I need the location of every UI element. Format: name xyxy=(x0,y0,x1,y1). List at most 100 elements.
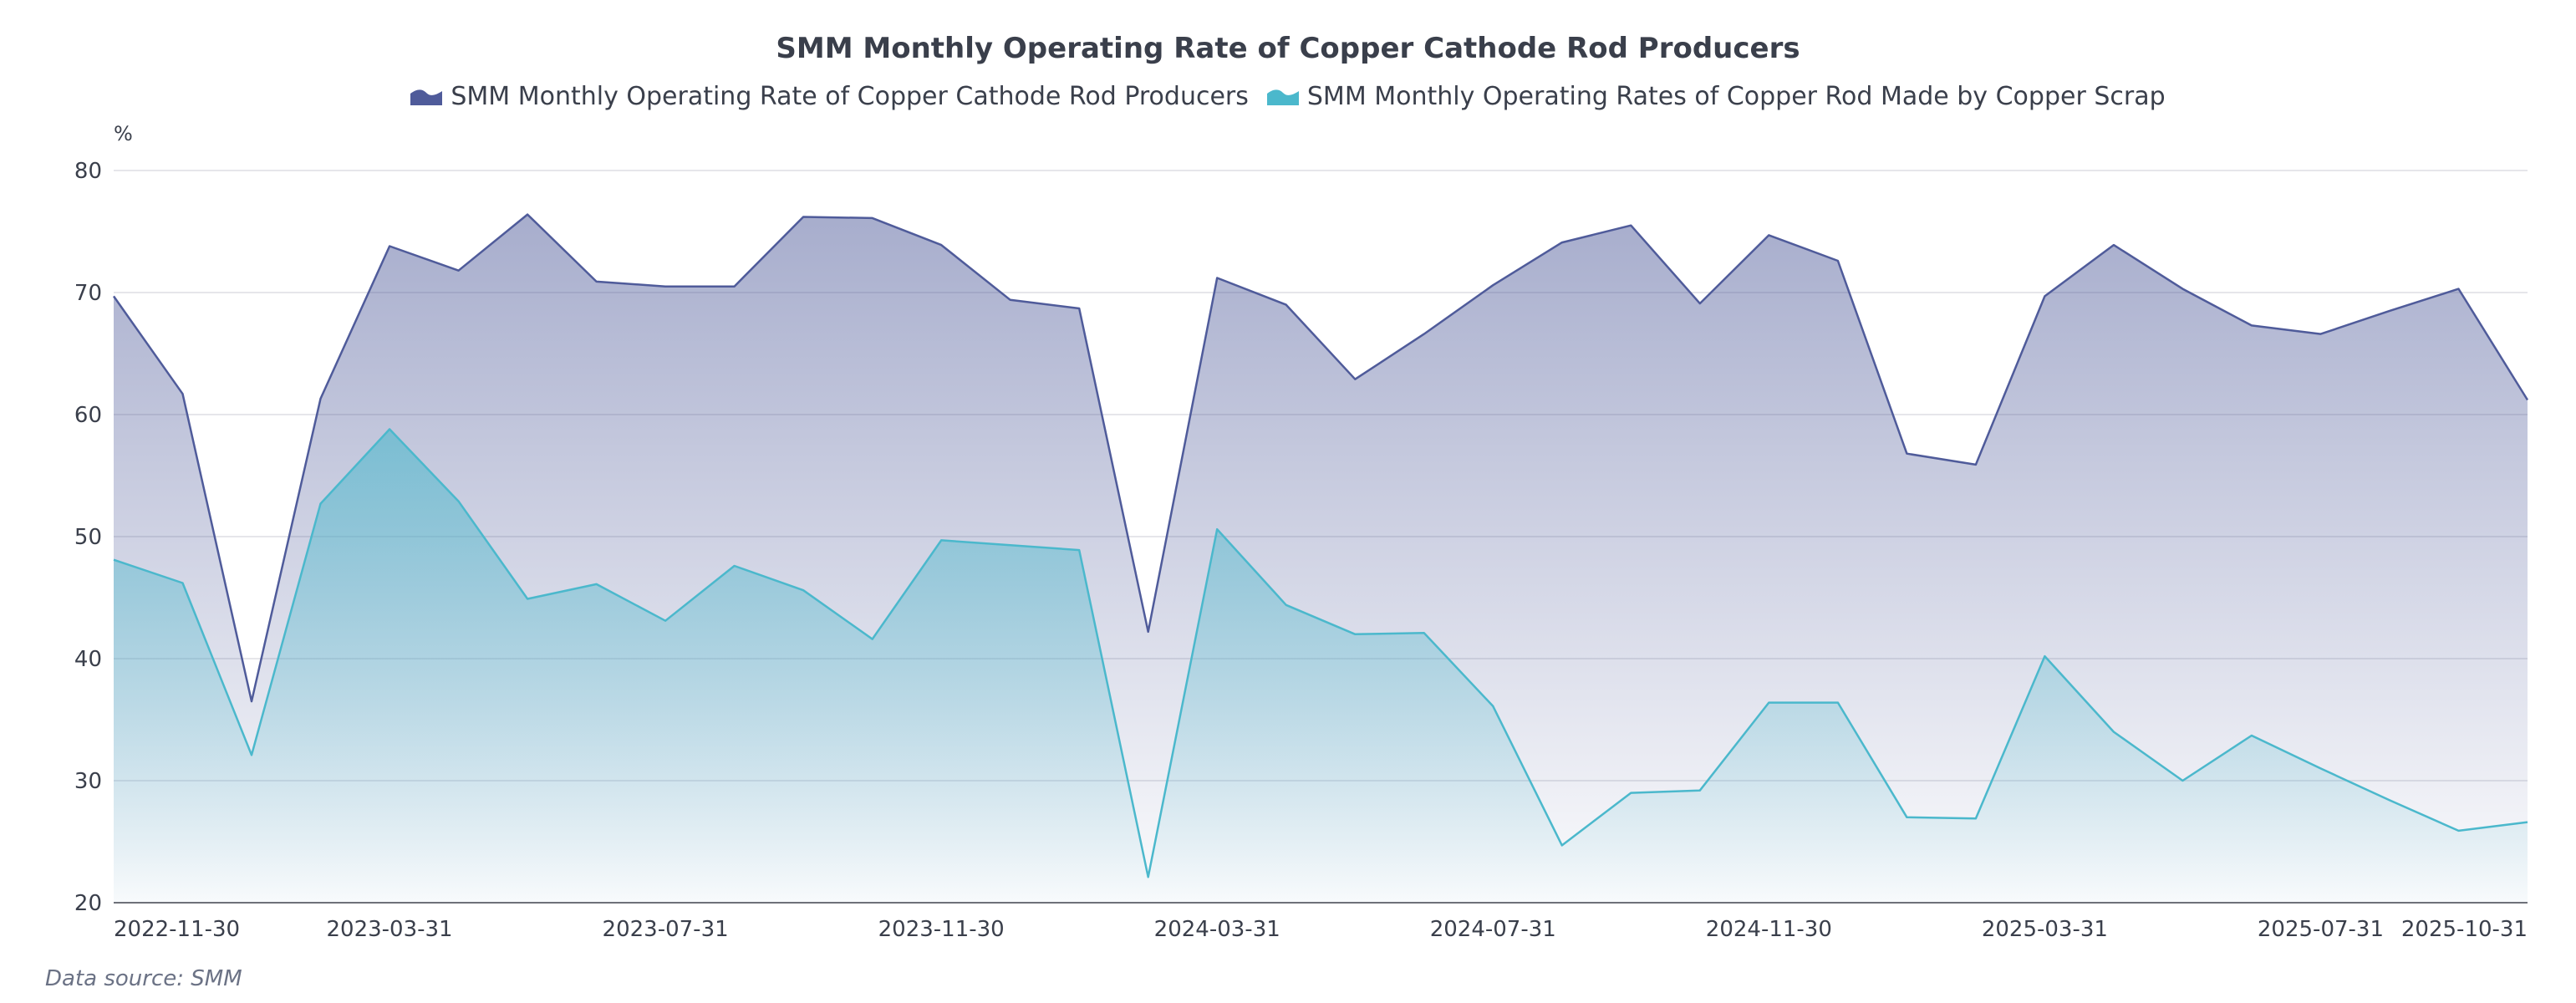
data-point[interactable] xyxy=(1764,231,1773,239)
data-point[interactable] xyxy=(1282,301,1291,309)
data-point[interactable] xyxy=(317,500,325,508)
data-point[interactable] xyxy=(937,536,945,544)
data-point[interactable] xyxy=(1834,699,1842,707)
data-point[interactable] xyxy=(1006,541,1015,549)
data-point[interactable] xyxy=(179,389,187,398)
data-point[interactable] xyxy=(1764,699,1773,707)
data-point[interactable] xyxy=(1489,281,1497,289)
data-point[interactable] xyxy=(109,292,118,300)
data-point[interactable] xyxy=(2178,776,2187,785)
data-point[interactable] xyxy=(1972,461,1980,469)
data-point[interactable] xyxy=(1902,450,1911,458)
data-point[interactable] xyxy=(179,578,187,587)
x-tick-label: 2024-11-30 xyxy=(1706,917,1832,942)
data-point[interactable] xyxy=(1075,304,1083,313)
legend-swatch-scrap xyxy=(1266,89,1299,105)
y-tick-label: 20 xyxy=(74,891,102,916)
data-point[interactable] xyxy=(385,425,394,434)
data-point[interactable] xyxy=(1006,296,1015,304)
data-point[interactable] xyxy=(1351,630,1359,639)
data-point[interactable] xyxy=(2454,827,2462,835)
legend-swatch-cathode xyxy=(410,89,443,105)
data-point[interactable] xyxy=(247,751,256,759)
data-point[interactable] xyxy=(2454,285,2462,293)
legend-item-scrap-rod[interactable]: SMM Monthly Operating Rates of Copper Ro… xyxy=(1266,82,2166,111)
data-point[interactable] xyxy=(523,211,532,219)
series-line-1 xyxy=(113,428,2528,878)
data-point[interactable] xyxy=(1282,601,1291,609)
data-point[interactable] xyxy=(455,267,463,275)
data-point[interactable] xyxy=(2178,285,2187,293)
data-point[interactable] xyxy=(868,635,877,644)
data-point[interactable] xyxy=(1075,546,1083,554)
data-point[interactable] xyxy=(2040,292,2049,300)
data-point[interactable] xyxy=(523,594,532,603)
data-point[interactable] xyxy=(385,242,394,251)
data-point[interactable] xyxy=(2385,307,2394,315)
data-point[interactable] xyxy=(1558,238,1566,247)
y-tick-label: 30 xyxy=(74,769,102,794)
data-point[interactable] xyxy=(2248,731,2256,740)
data-point[interactable] xyxy=(1696,299,1704,308)
data-point[interactable] xyxy=(1351,375,1359,384)
data-point[interactable] xyxy=(937,241,945,249)
data-point[interactable] xyxy=(2040,652,2049,660)
data-point[interactable] xyxy=(593,580,601,588)
x-tick-label: 2022-11-30 xyxy=(114,917,240,942)
y-tick-label: 70 xyxy=(74,281,102,306)
x-tick-label: 2023-03-31 xyxy=(327,917,453,942)
x-tick-label: 2024-07-31 xyxy=(1430,917,1556,942)
y-tick-label: 40 xyxy=(74,647,102,672)
data-point[interactable] xyxy=(1696,787,1704,795)
data-point[interactable] xyxy=(2523,818,2532,827)
data-point[interactable] xyxy=(1213,525,1221,533)
data-point[interactable] xyxy=(247,697,256,705)
y-tick-label: 50 xyxy=(74,525,102,550)
data-point[interactable] xyxy=(1213,273,1221,282)
data-point[interactable] xyxy=(799,212,807,221)
data-point[interactable] xyxy=(1420,330,1428,339)
data-point[interactable] xyxy=(1627,789,1635,797)
data-point[interactable] xyxy=(1972,814,1980,822)
data-point[interactable] xyxy=(1834,257,1842,265)
y-axis: 20 30 40 50 60 70 80 xyxy=(74,159,102,916)
data-point[interactable] xyxy=(731,562,739,570)
data-point[interactable] xyxy=(455,497,463,506)
x-tick-label: 2023-07-31 xyxy=(603,917,729,942)
series-area-1 xyxy=(114,429,2528,903)
data-point[interactable] xyxy=(2316,764,2324,772)
legend: SMM Monthly Operating Rate of Copper Cat… xyxy=(0,82,2576,111)
data-point[interactable] xyxy=(1902,813,1911,822)
series-line-0 xyxy=(112,213,2529,703)
data-point[interactable] xyxy=(317,395,325,403)
data-point[interactable] xyxy=(2110,728,2118,736)
x-tick-label: 2025-10-31 xyxy=(2401,917,2528,942)
data-point[interactable] xyxy=(661,283,669,291)
y-axis-unit-label: % xyxy=(114,122,133,145)
data-point[interactable] xyxy=(1558,841,1566,849)
y-tick-label: 60 xyxy=(74,403,102,428)
data-point[interactable] xyxy=(109,556,118,564)
data-point[interactable] xyxy=(799,586,807,594)
legend-item-cathode-rod[interactable]: SMM Monthly Operating Rate of Copper Cat… xyxy=(410,82,1249,111)
data-point[interactable] xyxy=(2110,241,2118,249)
x-tick-label: 2024-03-31 xyxy=(1154,917,1280,942)
data-point[interactable] xyxy=(2523,395,2532,404)
data-point[interactable] xyxy=(1144,628,1153,636)
data-point[interactable] xyxy=(1489,702,1497,710)
data-point[interactable] xyxy=(2248,321,2256,329)
y-tick-label: 80 xyxy=(74,159,102,184)
data-point[interactable] xyxy=(1627,221,1635,230)
data-point[interactable] xyxy=(868,214,877,222)
data-point[interactable] xyxy=(593,277,601,286)
legend-label-scrap-rod: SMM Monthly Operating Rates of Copper Ro… xyxy=(1306,82,2166,111)
data-point[interactable] xyxy=(1144,873,1153,881)
data-point[interactable] xyxy=(2385,796,2394,804)
data-point[interactable] xyxy=(2316,330,2324,339)
series-areas xyxy=(114,214,2528,904)
data-point[interactable] xyxy=(661,617,669,625)
data-point[interactable] xyxy=(731,283,739,291)
data-point[interactable] xyxy=(1420,629,1428,637)
series-lines xyxy=(109,211,2532,881)
